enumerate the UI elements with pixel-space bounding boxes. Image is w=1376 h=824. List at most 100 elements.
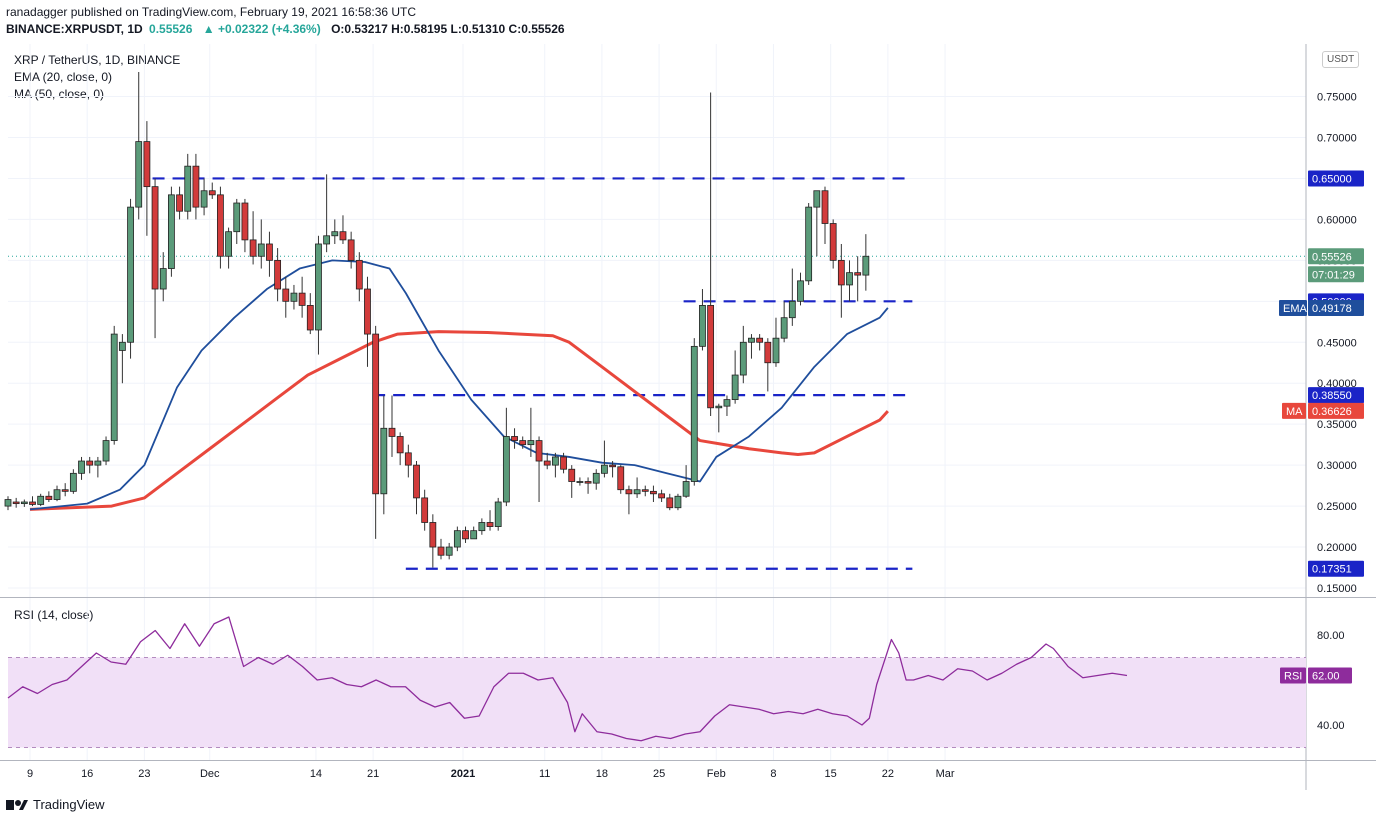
- change-value: ▲ +0.02322 (+4.36%): [202, 22, 321, 36]
- candle-down: [61, 489, 69, 492]
- level-price-tag: 0.65000: [1308, 170, 1364, 187]
- price-tick-label: 0.75000: [1317, 92, 1357, 104]
- candle-down: [355, 259, 363, 290]
- candle-down: [347, 239, 355, 261]
- candle-up: [494, 501, 502, 527]
- candle-up: [780, 317, 788, 339]
- candle-up: [159, 268, 167, 290]
- svg-text:0.36626: 0.36626: [1312, 406, 1352, 418]
- ema-value-tag: 0.49178: [1308, 300, 1364, 317]
- time-tick-label: Mar: [936, 768, 955, 780]
- time-tick-label: 25: [653, 768, 665, 780]
- candle-down: [143, 141, 151, 188]
- candle-up: [699, 305, 706, 347]
- candle-up: [453, 530, 461, 548]
- candle-down: [388, 427, 396, 437]
- candle-up: [380, 427, 388, 495]
- candle-down: [707, 305, 715, 409]
- symbol-legend[interactable]: XRP / TetherUS, 1D, BINANCE: [14, 53, 181, 67]
- candle-down: [298, 292, 306, 306]
- candle-up: [78, 460, 85, 474]
- candle-up: [94, 460, 102, 466]
- tradingview-logo-icon: [6, 799, 28, 810]
- candle-down: [208, 190, 216, 196]
- price-tick-label: 0.35000: [1317, 419, 1357, 431]
- candle-down: [568, 468, 576, 482]
- candle-down: [641, 489, 649, 492]
- candle-up: [846, 272, 853, 286]
- svg-text:RSI: RSI: [1284, 671, 1302, 683]
- ma50-line: [29, 330, 889, 511]
- candle-down: [617, 466, 625, 491]
- svg-text:0.17351: 0.17351: [1312, 564, 1352, 576]
- candle-up: [805, 206, 813, 282]
- symbol-quote-line: BINANCE:XRPUSDT, 1D 0.55526 ▲ +0.02322 (…: [6, 22, 565, 36]
- svg-text:0.49178: 0.49178: [1312, 303, 1352, 315]
- candle-up: [102, 440, 110, 462]
- candle-up: [739, 341, 747, 376]
- ema-tag-left: EMA: [1279, 300, 1308, 317]
- candle-up: [69, 472, 77, 492]
- candle-down: [543, 460, 551, 466]
- candle-down: [625, 489, 633, 495]
- price-tick-label: 0.60000: [1317, 214, 1357, 226]
- price-tick-label: 0.70000: [1317, 132, 1357, 144]
- candle-up: [135, 141, 143, 208]
- candle-down: [519, 440, 527, 446]
- candle-down: [339, 231, 347, 241]
- candles: [4, 71, 870, 568]
- candle-up: [723, 399, 731, 407]
- svg-text:EMA: EMA: [1283, 303, 1308, 315]
- price-tick-label: 0.15000: [1317, 583, 1357, 595]
- candle-down: [511, 436, 518, 441]
- candle-up: [257, 243, 265, 257]
- level-price-tag: 0.38550: [1308, 387, 1364, 404]
- svg-text:0.65000: 0.65000: [1312, 173, 1352, 185]
- candle-down: [764, 341, 772, 364]
- candle-up: [315, 243, 322, 331]
- candle-up: [813, 190, 821, 208]
- brand-name: TradingView: [33, 797, 105, 812]
- candle-up: [592, 472, 600, 484]
- candle-up: [478, 522, 486, 532]
- candle-down: [274, 259, 282, 290]
- time-tick-label: Dec: [200, 768, 220, 780]
- candle-up: [797, 280, 804, 302]
- time-tick-label: 18: [596, 768, 608, 780]
- ma-value-tag: 0.36626: [1308, 402, 1364, 419]
- candle-down: [192, 165, 200, 208]
- candle-down: [176, 194, 183, 212]
- time-tick-label: 9: [27, 768, 33, 780]
- candle-down: [217, 194, 224, 257]
- candle-down: [837, 259, 845, 286]
- tradingview-brand[interactable]: TradingView: [6, 797, 105, 812]
- candle-up: [37, 495, 45, 505]
- ma-tag-left: MA: [1282, 402, 1306, 419]
- chart-canvas[interactable]: 0.150000.200000.250000.300000.350000.400…: [0, 0, 1376, 790]
- candle-down: [266, 243, 273, 261]
- rsi-tick-label: 80.00: [1317, 630, 1345, 642]
- candle-down: [404, 452, 412, 466]
- price-tick-label: 0.45000: [1317, 337, 1357, 349]
- candle-up: [323, 235, 331, 245]
- candle-down: [560, 456, 567, 470]
- svg-text:0.38550: 0.38550: [1312, 390, 1352, 402]
- candle-down: [609, 464, 616, 468]
- candle-down: [486, 522, 494, 527]
- candle-down: [151, 186, 159, 290]
- time-tick-label: Feb: [707, 768, 726, 780]
- candle-up: [110, 333, 118, 441]
- candle-up: [233, 202, 241, 233]
- time-tick-label: 2021: [451, 768, 475, 780]
- candle-up: [331, 231, 339, 237]
- time-tick-label: 23: [138, 768, 150, 780]
- ma-legend[interactable]: MA (50, close, 0): [14, 87, 105, 101]
- candle-up: [200, 190, 208, 208]
- rsi-legend[interactable]: RSI (14, close): [14, 608, 94, 622]
- currency-badge[interactable]: USDT: [1322, 51, 1360, 68]
- candle-up: [633, 489, 641, 495]
- candle-down: [86, 460, 94, 466]
- rsi-value-tag: 62.00: [1308, 667, 1352, 684]
- candle-up: [470, 530, 478, 540]
- price-tick-label: 0.20000: [1317, 542, 1357, 554]
